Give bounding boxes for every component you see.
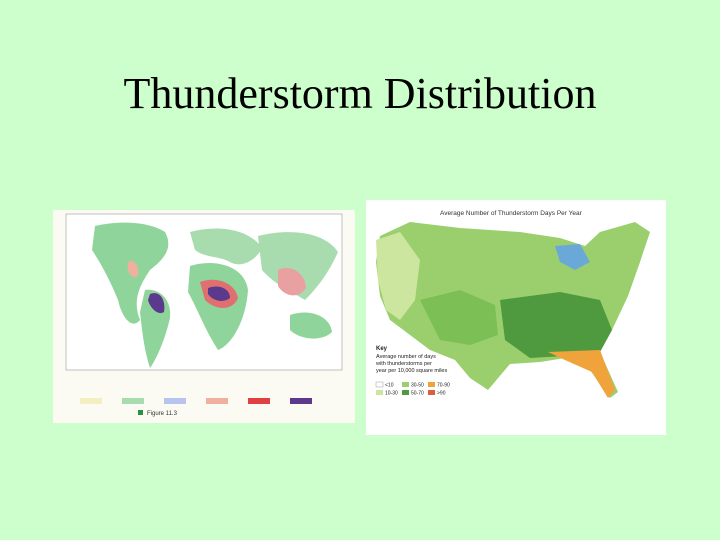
storm-zone: [278, 268, 306, 296]
legend-swatch: [248, 398, 270, 404]
world-legend: Figure 11.3: [80, 398, 312, 417]
map-frame: [366, 200, 666, 435]
map-caption: Figure 11.3: [147, 411, 178, 417]
africa: [188, 263, 248, 350]
world-map: Figure 11.3: [53, 210, 355, 423]
key-label: 10-30: [385, 391, 398, 397]
storm-core: [208, 286, 230, 301]
key-label: >90: [437, 391, 446, 397]
gulf-very-high: [548, 350, 615, 398]
asia: [258, 232, 338, 300]
europe: [190, 228, 262, 265]
us-map: Average Number of Thunderstorm Days Per …: [366, 200, 666, 435]
key-swatch: [376, 390, 383, 395]
key-swatch: [428, 382, 435, 387]
australia: [290, 312, 332, 339]
key-text: with thunderstorms per: [375, 361, 432, 367]
southwest-mid: [420, 290, 498, 345]
key-swatch: [402, 390, 409, 395]
us-key: Key Average number of days with thunders…: [375, 346, 450, 397]
legend-swatch: [206, 398, 228, 404]
map-title: Average Number of Thunderstorm Days Per …: [440, 210, 583, 217]
west-low: [376, 232, 420, 320]
slide-title: Thunderstorm Distribution: [123, 69, 597, 118]
storm-zone: [127, 260, 139, 278]
legend-swatch: [80, 398, 102, 404]
key-swatch: [402, 382, 409, 387]
map-area: [65, 213, 343, 371]
legend-swatch: [290, 398, 312, 404]
key-text: Average number of days: [376, 354, 436, 360]
key-text: year per 10,000 square miles: [376, 368, 447, 374]
key-heading: Key: [376, 346, 388, 352]
caption-marker: [138, 410, 143, 415]
key-label: 30-50: [411, 383, 424, 389]
americas-north: [92, 222, 169, 324]
us-land: [376, 222, 650, 398]
storm-zone: [200, 279, 238, 308]
great-lakes: [555, 244, 590, 270]
southeast-high: [500, 292, 612, 358]
key-label: <10: [385, 383, 394, 389]
key-swatch: [375, 381, 384, 388]
key-label: 70-90: [437, 383, 450, 389]
key-label: 50-70: [411, 391, 424, 397]
storm-core: [148, 293, 165, 314]
legend-swatch: [122, 398, 144, 404]
key-swatch: [428, 390, 435, 395]
americas-south: [140, 289, 171, 368]
map-frame: [53, 210, 355, 423]
legend-swatch: [164, 398, 186, 404]
